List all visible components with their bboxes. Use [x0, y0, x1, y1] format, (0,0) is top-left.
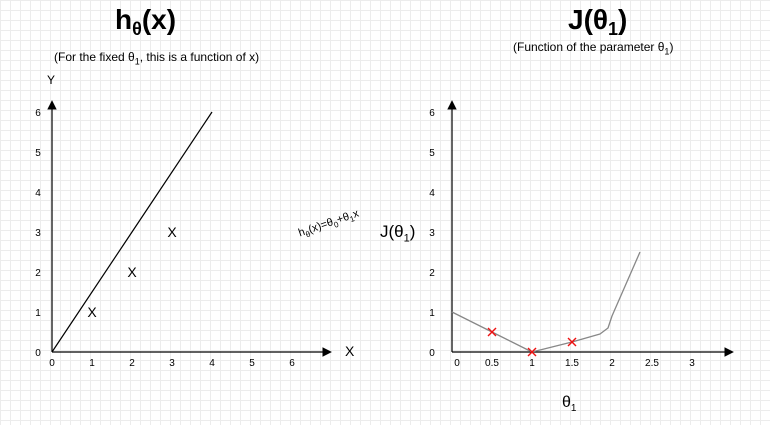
cost-curve — [451, 251, 641, 353]
cost-subtitle: (Function of the parameter θ1) — [513, 40, 674, 57]
theta-tick-label: 3 — [689, 358, 695, 369]
hypothesis-line — [51, 111, 213, 353]
data-point-marker: X — [87, 304, 97, 320]
x-tick-label: 5 — [249, 358, 255, 369]
x-tick-label: 1 — [89, 358, 95, 369]
y-axis-label: Y — [47, 73, 56, 87]
cost-tick-label: 3 — [429, 228, 435, 239]
cost-tick-label: 1 — [429, 308, 435, 319]
cost-tick-label: 5 — [429, 148, 435, 159]
theta-tick-label: 1 — [529, 358, 535, 369]
theta-tick-label: 2.5 — [645, 358, 659, 369]
y-tick-label: 0 — [35, 348, 41, 359]
data-point-marker: X — [127, 264, 137, 280]
x-tick-label: 2 — [129, 358, 135, 369]
y-tick-label: 1 — [35, 308, 41, 319]
cost-point-marker — [527, 347, 537, 357]
hypothesis-subtitle: (For the fixed θ1, this is a function of… — [54, 50, 260, 67]
cost-point-marker — [487, 327, 497, 337]
y-tick-label: 5 — [35, 148, 41, 159]
cost-y-axis-label: J(θ1) — [380, 222, 416, 245]
cost-tick-label: 0 — [429, 348, 435, 359]
x-tick-label: 4 — [209, 358, 215, 369]
cost-tick-label: 4 — [429, 188, 435, 199]
cost-point-marker — [567, 337, 577, 347]
x-axis-label: X — [345, 343, 355, 359]
cost-tick-label: 6 — [429, 108, 435, 119]
y-tick-label: 3 — [35, 228, 41, 239]
y-tick-label: 2 — [35, 268, 41, 279]
cost-title: J(θ1) — [568, 4, 628, 39]
theta-tick-label: 2 — [609, 358, 615, 369]
theta-tick-label: 1.5 — [565, 358, 579, 369]
data-point-marker: X — [167, 224, 177, 240]
x-tick-label: 0 — [49, 358, 55, 369]
x-tick-label: 3 — [169, 358, 175, 369]
x-tick-label: 6 — [289, 358, 295, 369]
cost-tick-label: 2 — [429, 268, 435, 279]
hypothesis-title: hθ(x) — [115, 4, 177, 39]
y-tick-label: 4 — [35, 188, 41, 199]
theta-tick-label: 0.5 — [485, 358, 499, 369]
y-tick-label: 6 — [35, 108, 41, 119]
theta-axis-label: θ1 — [562, 394, 577, 415]
theta-tick-label: 0 — [454, 358, 460, 369]
